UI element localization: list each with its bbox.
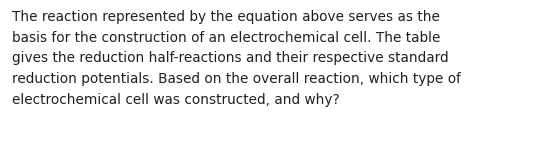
Text: The reaction represented by the equation above serves as the
basis for the const: The reaction represented by the equation…	[12, 10, 461, 107]
